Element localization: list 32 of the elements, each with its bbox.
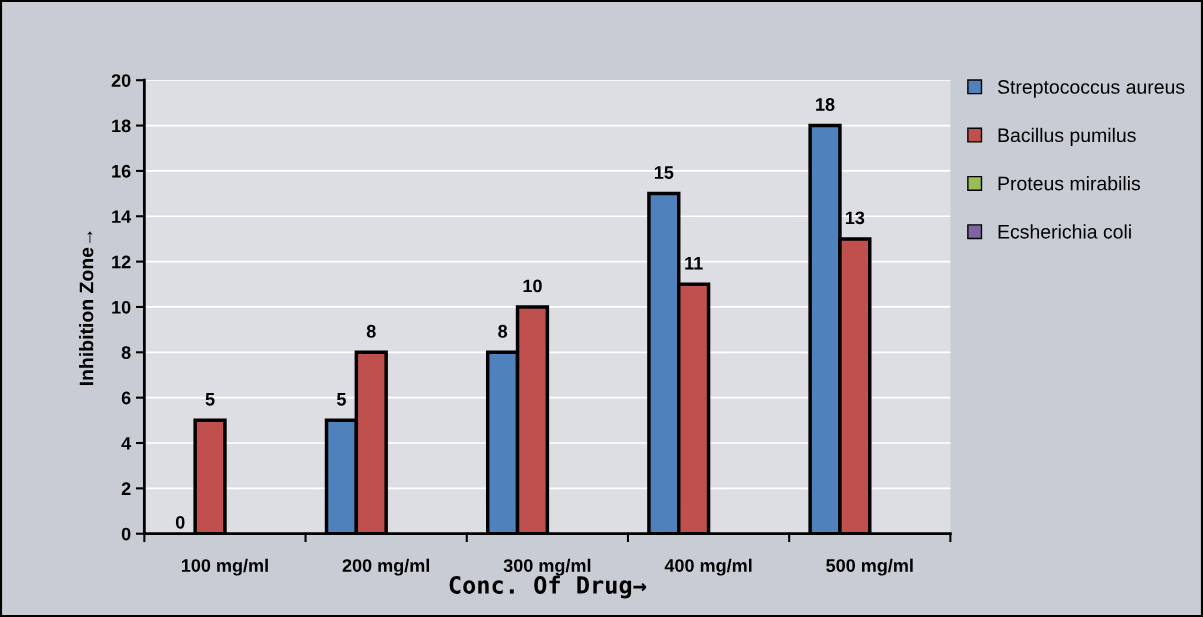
- x-tick-label: 200 mg/ml: [342, 558, 430, 576]
- x-axis-title: Conc. Of Drug→: [449, 575, 647, 599]
- data-label: 13: [845, 211, 865, 225]
- legend-label: Ecsherichia coli: [998, 224, 1131, 239]
- y-tick-label: 14: [112, 210, 132, 223]
- legend-label: Streptococcus aureus: [997, 80, 1185, 98]
- y-tick-label: 2: [121, 482, 131, 495]
- y-tick-label: 12: [112, 255, 131, 269]
- y-tick-label: 8: [121, 346, 131, 360]
- y-tick-label: 20: [111, 74, 131, 87]
- data-label: 11: [685, 257, 703, 270]
- x-tick-label: 500 mg/ml: [826, 558, 913, 576]
- legend-label: Proteus mirabilis: [998, 176, 1141, 191]
- x-tick-label: 300 mg/ml: [503, 558, 591, 576]
- data-label: 5: [205, 393, 215, 406]
- data-label: 8: [498, 324, 508, 338]
- x-tick-label: 400 mg/ml: [664, 558, 752, 576]
- y-tick-label: 18: [112, 119, 131, 133]
- y-tick-label: 16: [112, 164, 131, 178]
- y-tick-label: 10: [112, 300, 131, 314]
- y-tick-label: 4: [121, 437, 132, 450]
- data-label: 18: [816, 98, 835, 111]
- y-tick-label: 6: [121, 391, 131, 405]
- x-tick-label: 100 mg/ml: [181, 558, 268, 576]
- data-label: 0: [175, 515, 185, 529]
- data-label: 5: [336, 393, 346, 406]
- y-tick-label: 0: [121, 527, 131, 541]
- data-label: 10: [523, 279, 542, 293]
- data-label: 15: [654, 166, 674, 179]
- data-label: 8: [366, 324, 376, 338]
- legend-label: Bacillus pumilus: [998, 127, 1136, 146]
- y-axis-title: Inhibition Zone→: [79, 231, 94, 386]
